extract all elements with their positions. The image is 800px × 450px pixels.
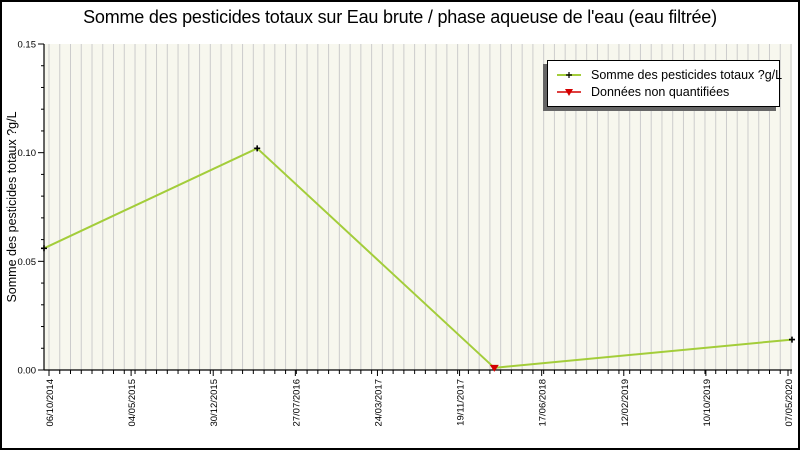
y-tick-label: 0.10 [18, 148, 37, 159]
x-tick-label: 10/10/2019 [702, 379, 713, 427]
chart-title: Somme des pesticides totaux sur Eau brut… [83, 7, 717, 27]
legend-item-pesticides: Somme des pesticides totaux ?g/L [556, 68, 782, 82]
x-tick-label: 27/07/2016 [291, 379, 302, 427]
data-point-marker [41, 245, 47, 252]
y-tick-label: 0.05 [18, 257, 37, 268]
legend-label-non-quantified: Données non quantifiées [591, 85, 730, 99]
x-tick-label: 30/12/2015 [209, 379, 220, 427]
series-line-marker-icon [557, 72, 581, 78]
x-tick-label: 06/10/2014 [45, 379, 56, 427]
y-tick-label: 0.00 [18, 366, 37, 377]
data-point-marker [789, 336, 795, 343]
x-tick-label: 19/11/2017 [456, 379, 467, 426]
x-tick-label: 24/03/2017 [373, 379, 384, 427]
y-tick-label: 0.15 [18, 40, 37, 51]
legend-item-non-quantified: Données non quantifiées [556, 85, 771, 99]
x-tick-label: 07/05/2020 [784, 379, 795, 427]
data-point-marker [254, 145, 261, 152]
y-axis-title: Somme des pesticides totaux ?g/L [5, 111, 19, 302]
x-tick-label: 04/05/2015 [127, 379, 138, 427]
x-tick-label: 17/06/2018 [538, 379, 549, 427]
x-tick-label: 12/02/2019 [620, 379, 631, 427]
legend: Somme des pesticides totaux ?g/L Données… [547, 60, 782, 107]
legend-label-pesticides: Somme des pesticides totaux ?g/L [591, 68, 783, 82]
non-quantified-point-marker [489, 364, 499, 372]
series-line-pesticides [43, 147, 793, 369]
non-quantified-marker-icon [557, 89, 581, 96]
